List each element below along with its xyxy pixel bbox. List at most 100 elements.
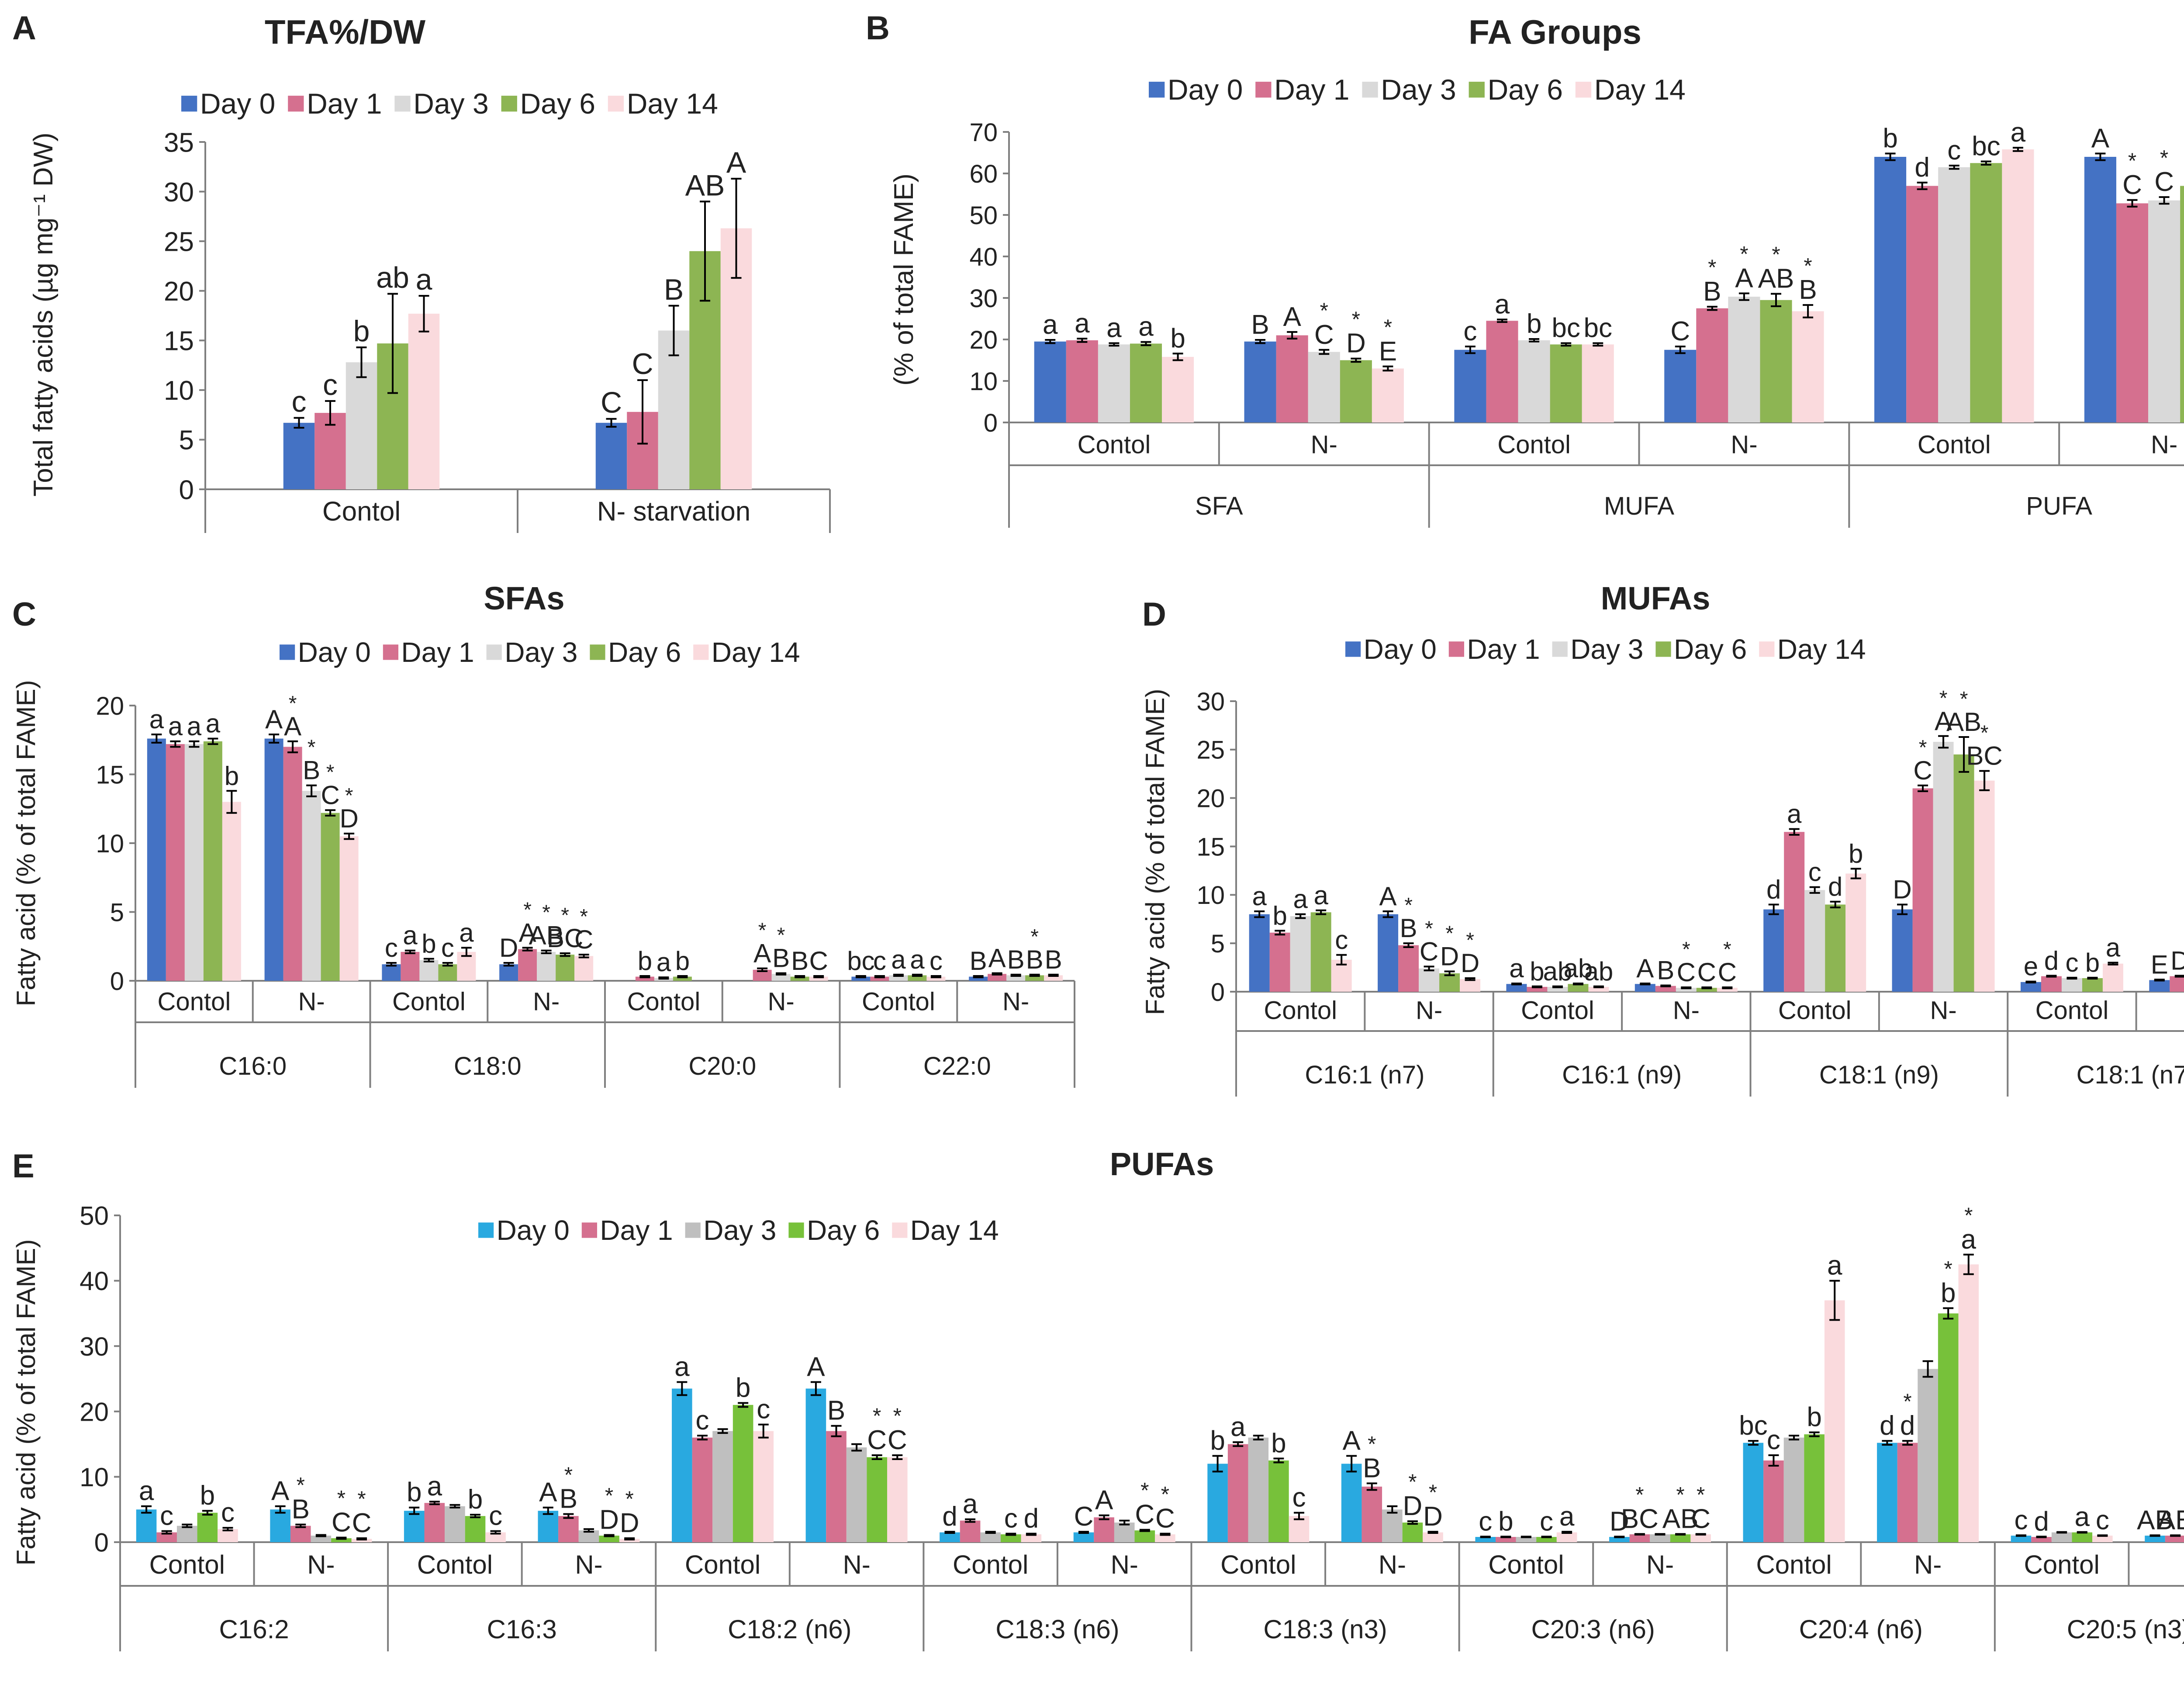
significance-star: * [893, 1404, 902, 1428]
significance-label: b [353, 315, 370, 348]
significance-label: a [1106, 313, 1122, 343]
significance-label: B [1026, 945, 1044, 974]
significance-label: C [888, 1425, 907, 1455]
significance-label: a [1495, 289, 1510, 319]
significance-label: A [519, 918, 536, 947]
bar [1423, 1532, 1443, 1542]
bar [1439, 973, 1460, 992]
significance-star: * [1384, 315, 1392, 339]
group-label: N- starvation [597, 496, 750, 526]
bar [419, 960, 439, 981]
bar [1527, 986, 1548, 992]
significance-label: a [1509, 954, 1524, 983]
group-label: Contol [862, 988, 935, 1016]
bar [1629, 1534, 1650, 1542]
bar [771, 974, 791, 981]
significance-label: A [1095, 1485, 1113, 1516]
bar [1066, 340, 1098, 422]
significance-label: c [385, 933, 398, 962]
significance-star: * [308, 736, 316, 759]
significance-label: B [1657, 956, 1674, 985]
bar [1362, 1486, 1382, 1542]
bar [1970, 163, 2002, 422]
significance-star: * [625, 1487, 634, 1511]
group-label: N- [768, 988, 795, 1016]
significance-star: * [1804, 253, 1812, 278]
bar [321, 813, 340, 981]
bar [2072, 1532, 2093, 1542]
bar [1341, 1464, 1362, 1542]
significance-label: B [827, 1396, 845, 1426]
y-axis-label: Fatty acid (% of total FAME) [11, 1239, 41, 1566]
significance-label: AB [2137, 1505, 2173, 1535]
bar [156, 1532, 177, 1542]
significance-label: a [206, 709, 221, 738]
significance-label: C [1420, 937, 1438, 966]
significance-star: * [605, 1484, 613, 1508]
significance-label: b [1849, 839, 1863, 868]
significance-label: ab [1543, 957, 1572, 986]
group-label: Contol [2024, 1550, 2099, 1579]
significance-label: a [1138, 312, 1154, 342]
bar [658, 330, 690, 489]
bar [805, 1388, 826, 1542]
significance-label: d [1900, 1411, 1915, 1441]
significance-label: D [1403, 1491, 1423, 1521]
bar [1696, 308, 1728, 422]
bar [2092, 1536, 2113, 1542]
significance-label: B [772, 944, 790, 973]
bar [438, 964, 457, 981]
significance-label: AB [1946, 707, 1981, 737]
bar [197, 1512, 218, 1542]
significance-label: b [638, 946, 652, 976]
bar [1475, 1537, 1496, 1542]
significance-label: A [271, 1476, 290, 1506]
significance-label: D [1893, 875, 1911, 904]
legend-swatch [181, 96, 197, 112]
legend-label: Day 6 [807, 1215, 880, 1246]
bar [988, 974, 1007, 981]
y-tick-label: 30 [1196, 688, 1225, 716]
significance-star: * [1919, 736, 1927, 759]
legend-swatch [288, 96, 304, 112]
bar [1588, 986, 1609, 992]
legend-label: Day 1 [307, 87, 382, 120]
y-tick-label: 20 [1196, 785, 1225, 813]
bar [980, 1532, 1001, 1542]
significance-label: C [632, 347, 653, 381]
panel-d-mufas: D MUFAs Day 0 Day 1 Day 3 Day 6 Day 14 Fatty ac… [1140, 580, 2184, 1097]
category-label: C20:3 (n6) [1531, 1615, 1655, 1644]
group-label: N- [1379, 1550, 1406, 1579]
group-label: N- [533, 988, 560, 1016]
significance-star: * [523, 898, 532, 921]
significance-star: * [1635, 1482, 1644, 1507]
significance-label: d [2034, 1506, 2049, 1536]
y-tick-label: 30 [79, 1332, 109, 1361]
significance-label: c [1004, 1504, 1018, 1534]
significance-star: * [1030, 925, 1039, 948]
legend-label: Day 1 [1467, 633, 1540, 665]
panel-e-pufas: E PUFAs Day 0 Day 1 Day 3 Day 6 Day 14 Fatty ac… [11, 1146, 2184, 1651]
bar [1763, 909, 1784, 992]
significance-label: b [468, 1484, 483, 1515]
y-tick-label: 10 [969, 367, 998, 396]
y-tick-label: 0 [110, 967, 124, 996]
significance-label: d [1766, 875, 1781, 904]
significance-label: c [1540, 1506, 1553, 1536]
group-label: Contol [2035, 997, 2109, 1025]
category-label: C20:0 [688, 1052, 756, 1080]
significance-label: C [1074, 1502, 1094, 1532]
bar [2041, 976, 2062, 992]
bar [1874, 157, 1907, 422]
legend-label: Day 0 [1364, 633, 1437, 665]
legend-label: Day 6 [520, 87, 595, 120]
significance-label: a [1075, 308, 1090, 339]
significance-label: d [1914, 152, 1929, 183]
significance-label: a [139, 1476, 154, 1506]
bar [485, 1532, 506, 1542]
significance-star: * [1352, 307, 1360, 332]
bar [2165, 1536, 2184, 1542]
significance-label: B [1400, 914, 1417, 943]
significance-label: b [1527, 309, 1541, 339]
group-label: Contol [1756, 1550, 1832, 1579]
